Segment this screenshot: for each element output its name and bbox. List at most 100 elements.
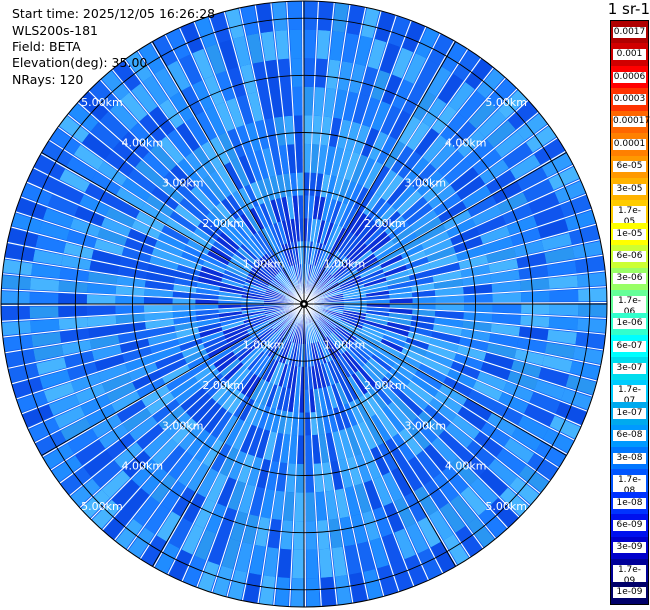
colorbar-tick-label: 0.0003 (613, 93, 646, 105)
range-ring-label: 2.00km (202, 379, 244, 392)
heatmap-cell (264, 407, 276, 432)
heatmap-cell (58, 306, 88, 317)
colorbar-tick-label: 1.7e-09 (613, 564, 646, 587)
heatmap-cell (86, 294, 116, 304)
heatmap-cell (248, 427, 264, 457)
heatmap-cell (542, 428, 574, 454)
heatmap-cell (294, 492, 304, 522)
heatmap-cell (266, 460, 279, 491)
heatmap-cell (346, 348, 365, 368)
heatmap-cell (375, 244, 398, 261)
heatmap-cell (164, 412, 191, 438)
ray-gap (16, 303, 305, 400)
ray-gap (286, 1, 305, 305)
heatmap-cell (323, 222, 334, 246)
heatmap-cell (135, 211, 165, 232)
heatmap-cell (177, 333, 201, 345)
heatmap-cell (157, 179, 185, 204)
heatmap-cell (430, 541, 456, 573)
heatmap-cell (351, 154, 368, 184)
heatmap-cell (379, 43, 400, 74)
heatmap-cell (337, 324, 359, 338)
heatmap-cell (362, 323, 386, 334)
range-ring-label: 3.00km (404, 177, 446, 190)
heatmap-cell (365, 361, 385, 381)
heatmap-cell (275, 274, 291, 290)
heatmap-cell (288, 1, 302, 30)
heatmap-cell (349, 400, 364, 424)
heatmap-cell (498, 392, 529, 414)
heatmap-cell (205, 43, 226, 75)
heatmap-cell (381, 174, 404, 202)
heatmap-cell (238, 453, 255, 484)
heatmap-cell (548, 316, 579, 331)
heatmap-cell (323, 291, 343, 299)
heatmap-cell (127, 228, 158, 247)
heatmap-cell (147, 332, 177, 346)
heatmap-cell (218, 414, 239, 443)
heatmap-cell (143, 431, 171, 458)
heatmap-cell (456, 345, 487, 361)
heatmap-cell (317, 364, 327, 388)
colorbar-tick-label: 1e-09 (613, 587, 646, 599)
heatmap-cell (304, 115, 313, 145)
heatmap-cell (131, 219, 161, 239)
heatmap-cell (544, 342, 576, 359)
heatmap-cell (89, 335, 120, 350)
heatmap-cell (381, 74, 402, 105)
heatmap-cell (342, 32, 359, 64)
heatmap-cell (308, 323, 315, 344)
ray-gap (303, 48, 469, 305)
heatmap-cell (333, 407, 345, 431)
heatmap-cell (244, 210, 261, 233)
heatmap-cell (324, 145, 336, 176)
heatmap-cell (459, 449, 487, 477)
heatmap-cell (67, 428, 98, 454)
heatmap-cell (318, 275, 334, 291)
heatmap-cell (269, 282, 288, 294)
heatmap-cell (320, 116, 332, 146)
heatmap-cell (249, 324, 271, 339)
ray-gap (303, 303, 604, 351)
heatmap-cell (318, 245, 330, 268)
heatmap-cell (202, 260, 226, 274)
ray-gap (303, 77, 507, 305)
heatmap-cell (280, 520, 293, 550)
heatmap-cell (264, 306, 285, 311)
heatmap-cell (350, 246, 371, 264)
heatmap-cell (541, 152, 573, 178)
start-time-text: Start time: 2025/12/05 16:26:28 (12, 6, 216, 21)
heatmap-cell (147, 264, 177, 277)
heatmap-cell (207, 343, 230, 359)
heatmap-cell (370, 235, 392, 253)
heatmap-cell (274, 317, 290, 333)
heatmap-cell (323, 295, 344, 301)
heatmap-cell (262, 147, 276, 177)
heatmap-cell (119, 338, 150, 353)
heatmap-cell (255, 262, 275, 279)
heatmap-cell (218, 132, 238, 162)
heatmap-cell (122, 408, 152, 432)
heatmap-cell (252, 61, 268, 92)
heatmap-cell (318, 317, 334, 333)
heatmap-cell (364, 391, 382, 414)
heatmap-cell (270, 146, 283, 176)
heatmap-cell (315, 271, 329, 289)
heatmap-cell (472, 380, 503, 401)
heatmap-cell (431, 437, 458, 465)
heatmap-cell (270, 199, 282, 223)
heatmap-cell (289, 29, 302, 59)
heatmap-cell (216, 385, 236, 407)
heatmap-cell (255, 516, 271, 547)
heatmap-cell (223, 269, 247, 282)
heatmap-cell (331, 147, 344, 177)
heatmap-cell (313, 219, 322, 243)
heatmap-cell (339, 380, 354, 403)
heatmap-cell (460, 329, 491, 342)
heatmap-cell (84, 183, 115, 206)
heatmap-cell (249, 207, 265, 230)
heatmap-cell (270, 315, 288, 328)
ray-gap (111, 69, 305, 305)
heatmap-cell (363, 320, 387, 330)
heatmap-cell (48, 394, 80, 416)
